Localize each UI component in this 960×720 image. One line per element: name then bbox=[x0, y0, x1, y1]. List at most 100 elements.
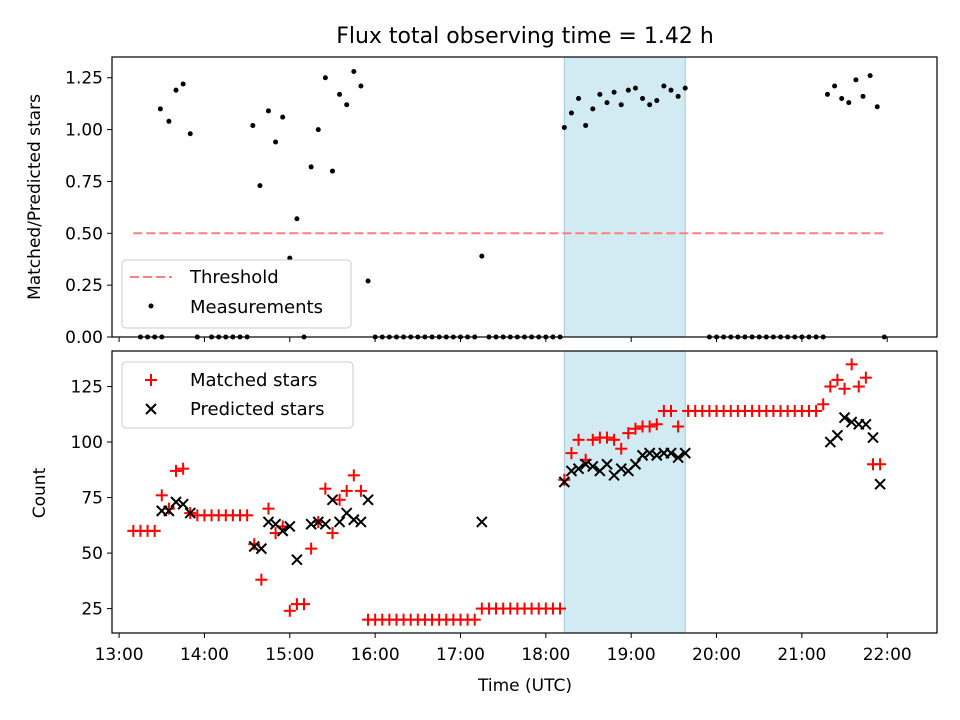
matched-star-point bbox=[354, 484, 367, 497]
legend-matched-label: Matched stars bbox=[190, 370, 317, 391]
measurement-point bbox=[839, 95, 845, 101]
matched-star-point bbox=[572, 433, 585, 446]
bottom-y-axis-label: Count bbox=[30, 467, 50, 518]
y-tick-label: 125 bbox=[71, 378, 103, 398]
x-tick-label: 13:00 bbox=[95, 645, 144, 665]
predicted-star-point bbox=[629, 458, 642, 470]
predicted-marker-b bbox=[587, 460, 599, 473]
matched-star-point bbox=[241, 509, 254, 522]
predicted-marker-b bbox=[355, 516, 367, 528]
top-y-axis-label: Matched/Predicted stars bbox=[25, 94, 45, 300]
matched-star-point bbox=[319, 482, 332, 495]
predicted-star-point bbox=[170, 496, 182, 508]
predicted-marker-b bbox=[579, 458, 592, 470]
measurement-point bbox=[654, 98, 660, 104]
measurement-point bbox=[322, 75, 328, 81]
bottom-highlight-span bbox=[563, 350, 686, 634]
legend-predicted-label: Predicted stars bbox=[190, 399, 324, 420]
matched-star-point bbox=[817, 398, 830, 411]
matched-star-point bbox=[347, 469, 360, 482]
measurement-point bbox=[358, 83, 364, 89]
measurement-point bbox=[273, 139, 279, 145]
matched-star-point bbox=[824, 380, 837, 393]
measurement-point bbox=[682, 85, 688, 91]
predicted-star-point bbox=[867, 431, 879, 444]
predicted-star-point bbox=[672, 451, 684, 464]
matched-star-point bbox=[565, 447, 578, 460]
predicted-marker-b bbox=[333, 516, 346, 528]
measurement-point bbox=[329, 168, 335, 174]
predicted-marker-b bbox=[177, 498, 189, 510]
bottom-legend: Matched stars Predicted stars bbox=[121, 361, 354, 429]
x-tick-label: 20:00 bbox=[692, 645, 741, 665]
y-tick-label: 1.00 bbox=[65, 121, 103, 141]
predicted-marker-b bbox=[312, 516, 324, 528]
predicted-star-point bbox=[558, 476, 571, 488]
measurement-point bbox=[583, 122, 589, 128]
measurement-point bbox=[853, 77, 859, 83]
measurement-point bbox=[568, 110, 574, 116]
predicted-marker-b bbox=[348, 514, 360, 526]
predicted-marker-b bbox=[269, 518, 282, 530]
matched-star-point bbox=[608, 433, 621, 446]
matched-star-point bbox=[831, 373, 844, 386]
predicted-star-point bbox=[572, 462, 585, 475]
predicted-marker-b bbox=[651, 449, 663, 462]
top-y-axis: 0.00 0.25 0.50 0.75 1.00 1.25 bbox=[65, 69, 112, 348]
measurement-point bbox=[280, 114, 286, 120]
top-highlight-span bbox=[563, 56, 686, 338]
measurement-point bbox=[265, 108, 271, 114]
measurement-point bbox=[625, 87, 631, 93]
measurement-point bbox=[308, 164, 314, 170]
predicted-marker-b bbox=[558, 476, 571, 488]
top-panel: 0.00 0.25 0.50 0.75 1.00 1.25 Matched/Predict… bbox=[25, 56, 938, 348]
predicted-star-point bbox=[565, 465, 578, 477]
predicted-star-point bbox=[874, 478, 886, 490]
predicted-marker-b bbox=[476, 516, 488, 528]
predicted-star-point bbox=[860, 418, 872, 430]
measurement-point bbox=[640, 95, 646, 101]
predicted-star-point bbox=[326, 494, 339, 506]
legend-predicted-swatch bbox=[145, 403, 157, 415]
predicted-star-point bbox=[651, 449, 663, 462]
predicted-marker-b bbox=[305, 518, 317, 530]
predicted-marker-b bbox=[163, 505, 175, 517]
predicted-marker-b bbox=[874, 478, 886, 490]
predicted-star-point bbox=[679, 447, 691, 459]
predicted-star-point bbox=[362, 494, 374, 506]
predicted-star-point bbox=[276, 525, 289, 537]
matched-star-point bbox=[326, 527, 339, 540]
predicted-star-point bbox=[831, 429, 844, 442]
matched-star-point bbox=[155, 489, 168, 502]
matched-star-point bbox=[874, 458, 887, 471]
matched-star-point bbox=[665, 404, 678, 417]
y-tick-label: 25 bbox=[81, 600, 103, 620]
predicted-star-point bbox=[355, 516, 367, 528]
predicted-star-point bbox=[184, 507, 196, 519]
predicted-star-point bbox=[643, 447, 656, 459]
matched-star-point bbox=[333, 493, 346, 506]
y-tick-label: 1.25 bbox=[65, 69, 103, 89]
measurement-point bbox=[647, 102, 653, 108]
predicted-marker-b bbox=[319, 518, 332, 530]
measurement-point bbox=[846, 100, 852, 106]
predicted-star-point bbox=[319, 518, 332, 530]
predicted-marker-b bbox=[679, 447, 691, 459]
predicted-star-point bbox=[333, 516, 346, 528]
matched-star-point bbox=[248, 538, 261, 551]
predicted-marker-b bbox=[362, 494, 374, 506]
measurement-point bbox=[604, 100, 610, 106]
matched-star-point bbox=[148, 524, 161, 537]
predicted-marker-b bbox=[643, 447, 656, 459]
matched-star-point bbox=[255, 573, 268, 586]
measurement-point bbox=[157, 106, 163, 112]
matched-star-point bbox=[838, 382, 851, 395]
predicted-star-point bbox=[291, 554, 303, 566]
predicted-star-point bbox=[636, 449, 649, 462]
predicted-marker-b bbox=[672, 451, 684, 464]
x-tick-label: 19:00 bbox=[607, 645, 656, 665]
bottom-panel: 25 50 75 100 125 13:00 14:00 15:00 16:00 17:00 18… bbox=[30, 350, 938, 696]
x-tick-label: 18:00 bbox=[521, 645, 570, 665]
predicted-marker-b bbox=[845, 416, 858, 428]
predicted-star-point bbox=[587, 460, 599, 473]
